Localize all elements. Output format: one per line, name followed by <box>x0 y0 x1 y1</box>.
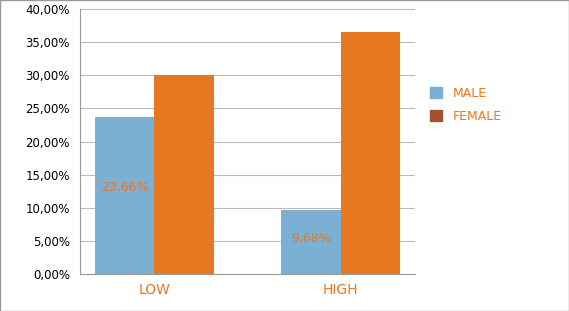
Legend: MALE, FEMALE: MALE, FEMALE <box>425 82 506 128</box>
Text: 9,68%: 9,68% <box>291 232 331 245</box>
Text: 36,56%: 36,56% <box>347 134 394 147</box>
Bar <box>341 32 400 274</box>
Bar <box>154 75 214 274</box>
Bar <box>281 210 341 274</box>
Bar <box>95 117 154 274</box>
Text: 30,11%: 30,11% <box>160 158 208 171</box>
Text: 23,66%: 23,66% <box>101 181 149 194</box>
